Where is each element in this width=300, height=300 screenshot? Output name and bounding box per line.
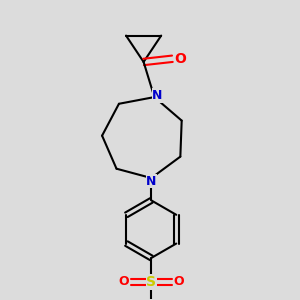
Text: O: O <box>174 275 184 288</box>
Text: O: O <box>174 52 186 66</box>
Text: N: N <box>152 89 163 102</box>
Text: N: N <box>146 175 157 188</box>
Text: S: S <box>146 275 156 289</box>
Text: O: O <box>118 275 129 288</box>
